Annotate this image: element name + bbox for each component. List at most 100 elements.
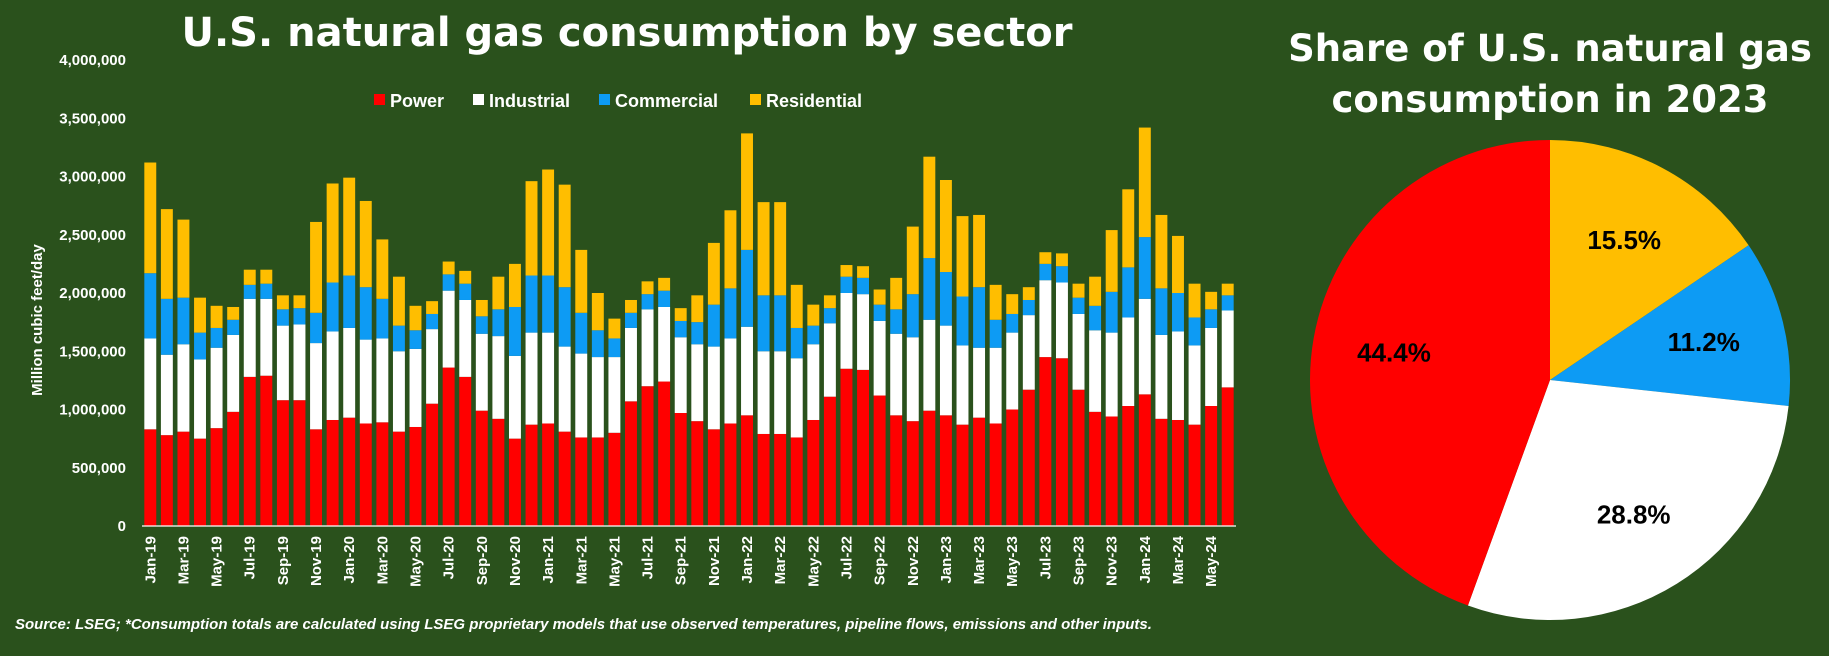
bar-segment-residential (923, 156, 936, 259)
bar-segment-residential (359, 200, 372, 288)
pie-slice-residential (1550, 140, 1749, 380)
bar-segment-commercial (194, 332, 206, 360)
bar-segment-industrial (575, 353, 588, 438)
bar-segment-power (956, 424, 969, 526)
x-tick-label: Mar-24 (1170, 535, 1187, 584)
bar-segment-power (873, 395, 886, 526)
bar-segment-industrial (492, 336, 505, 419)
bar-segment-commercial (343, 275, 356, 328)
bar-segment-residential (210, 305, 223, 328)
bar-segment-commercial (1221, 295, 1234, 311)
bar-segment-power (724, 423, 737, 526)
bar-segment-residential (260, 269, 273, 284)
bar-segment-power (243, 376, 256, 526)
bar-segment-residential (691, 295, 704, 323)
bar-segment-industrial (194, 359, 206, 439)
bar-segment-commercial (310, 312, 323, 344)
bar-segment-residential (1172, 235, 1184, 293)
bar-segment-residential (658, 277, 671, 291)
bar-segment-commercial (857, 277, 870, 295)
bar-segment-commercial (243, 284, 256, 299)
bar-segment-residential (1205, 291, 1218, 310)
pie-label-commercial: 11.2% (1668, 327, 1740, 357)
legend-swatch-industrial (473, 94, 484, 105)
bar-segment-residential (807, 304, 820, 326)
bar-segment-commercial (823, 308, 836, 324)
bar-segment-power (343, 417, 356, 526)
bar-segment-power (1138, 394, 1151, 526)
x-tick-label: Sep-19 (275, 536, 292, 585)
bar-segment-residential (625, 299, 637, 313)
x-tick-label: Mar-21 (573, 536, 590, 584)
bar-segment-commercial (674, 320, 687, 338)
bar-segment-residential (1138, 127, 1151, 238)
bar-segment-power (508, 438, 521, 527)
bar-segment-residential (724, 210, 737, 289)
bar-segment-commercial (790, 327, 803, 359)
bar-segment-commercial (1055, 266, 1068, 283)
bar-segment-commercial (492, 309, 505, 337)
bar-segment-commercial (1022, 299, 1035, 316)
bar-segment-industrial (873, 320, 886, 396)
bar-segment-power (625, 401, 637, 526)
bar-segment-industrial (260, 298, 273, 376)
bar-segment-power (359, 423, 372, 526)
bar-segment-residential (774, 202, 787, 296)
bar-segment-residential (890, 277, 903, 310)
bar-segment-power (276, 400, 289, 526)
bar-segment-power (293, 400, 306, 526)
bar-segment-industrial (1006, 332, 1019, 410)
bar-segment-power (1221, 387, 1234, 526)
bar-segment-commercial (873, 304, 886, 321)
bar-segment-residential (1072, 283, 1085, 298)
bar-segment-residential (741, 133, 753, 250)
bar-segment-residential (310, 221, 323, 313)
bar-segment-commercial (276, 309, 289, 326)
x-tick-label: Jul-19 (242, 536, 259, 579)
y-tick-label: 3,500,000 (59, 110, 126, 127)
bar-segment-power (823, 396, 836, 526)
bar-segment-industrial (243, 298, 256, 377)
x-tick-label: Jan-19 (142, 536, 159, 584)
bar-segment-commercial (1105, 291, 1118, 333)
bar-segment-commercial (459, 283, 472, 300)
bar-segment-industrial (989, 347, 1002, 424)
bar-segment-industrial (326, 331, 339, 420)
bar-segment-industrial (807, 344, 820, 420)
bar-segment-commercial (807, 325, 820, 345)
bar-segment-commercial (757, 295, 770, 352)
bar-segment-residential (426, 301, 439, 314)
bar-segment-industrial (542, 332, 555, 424)
bar-segment-residential (840, 265, 853, 277)
bar-segment-industrial (276, 325, 289, 401)
bar-segment-industrial (1188, 345, 1201, 425)
bar-segment-power (1022, 389, 1035, 526)
bar-segment-residential (293, 295, 306, 309)
bar-segment-commercial (691, 322, 704, 345)
bar-segment-power (392, 431, 405, 526)
bar-segment-commercial (1006, 313, 1019, 333)
bar-segment-residential (823, 295, 836, 309)
bar-segment-commercial (1089, 305, 1102, 331)
bar-segment-commercial (724, 288, 737, 339)
x-tick-label: Jul-21 (640, 536, 657, 579)
bar-segment-power (890, 415, 903, 526)
bar-segment-power (144, 429, 157, 526)
bar-segment-power (1072, 389, 1085, 526)
legend-swatch-commercial (599, 94, 610, 105)
legend-label-industrial: Industrial (489, 91, 570, 111)
bar-segment-residential (1022, 287, 1035, 300)
bar-segment-residential (376, 239, 389, 299)
y-tick-label: 2,500,000 (59, 227, 126, 244)
y-tick-label: 2,000,000 (59, 285, 126, 302)
bar-segment-industrial (1072, 313, 1085, 390)
bar-segment-industrial (558, 346, 571, 432)
bar-segment-commercial (326, 282, 339, 332)
bar-segment-commercial (939, 272, 952, 326)
bar-segment-commercial (1138, 237, 1151, 299)
x-tick-label: Sep-20 (474, 536, 491, 585)
bar-segment-power (177, 431, 190, 526)
bar-segment-commercial (1039, 263, 1052, 281)
bar-segment-power (939, 415, 952, 526)
bar-segment-industrial (359, 339, 372, 424)
